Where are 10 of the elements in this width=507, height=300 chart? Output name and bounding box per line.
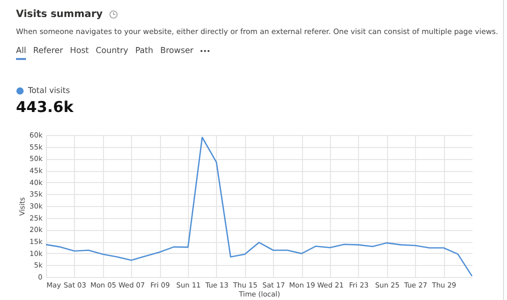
text: Browser	[160, 45, 194, 57]
legend-label: Total visits	[27, 86, 70, 95]
text: Path	[135, 45, 154, 57]
line-series	[45, 136, 473, 277]
text: Country	[96, 45, 128, 57]
text: 443.6k	[16, 98, 74, 116]
text: Host	[70, 45, 89, 57]
chart-title: Visits summary	[16, 9, 103, 20]
text: All	[16, 45, 26, 60]
text: Referer	[33, 45, 64, 57]
